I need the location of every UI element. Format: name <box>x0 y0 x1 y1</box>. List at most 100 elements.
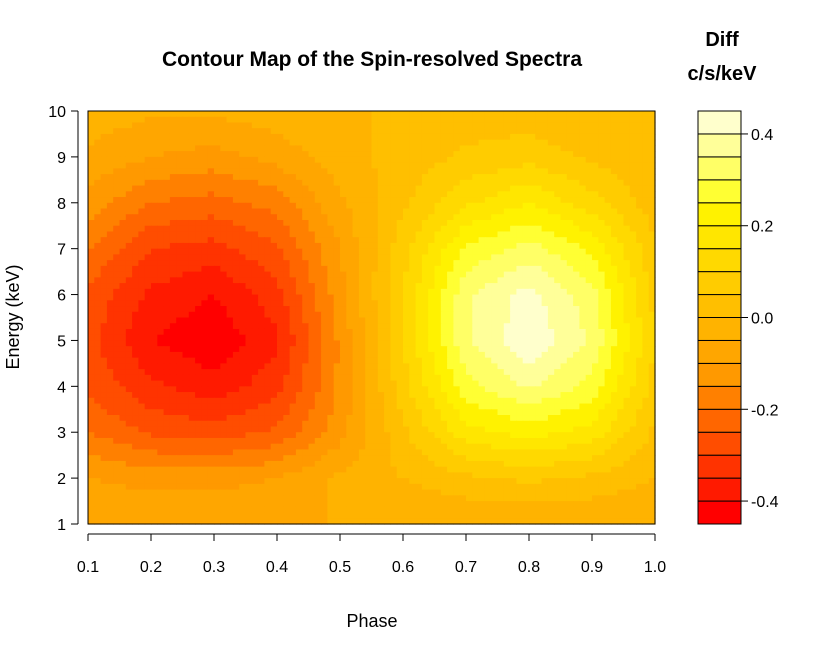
contour-cell <box>610 225 618 233</box>
contour-cell <box>119 386 127 393</box>
contour-cell <box>88 415 95 422</box>
contour-cell <box>239 111 247 118</box>
contour-cell <box>629 174 637 181</box>
contour-cell <box>529 380 536 387</box>
contour-cell <box>340 346 347 353</box>
contour-cell <box>346 317 354 324</box>
contour-cell <box>245 288 253 296</box>
contour-cell <box>151 300 158 307</box>
contour-cell <box>321 426 328 433</box>
contour-cell <box>258 242 265 250</box>
contour-cell <box>384 133 391 141</box>
contour-cell <box>277 363 284 370</box>
contour-cell <box>201 380 209 387</box>
contour-cell <box>163 191 171 198</box>
contour-cell <box>333 197 341 204</box>
contour-cell <box>352 288 360 296</box>
contour-cell <box>188 311 196 319</box>
contour-cell <box>522 328 530 336</box>
contour-cell <box>352 420 360 428</box>
contour-cell <box>579 237 587 244</box>
contour-cell <box>157 300 165 307</box>
contour-cell <box>308 409 316 416</box>
contour-cell <box>585 225 593 233</box>
contour-cell <box>100 403 108 410</box>
contour-cell <box>648 231 656 238</box>
contour-cell <box>390 197 398 204</box>
contour-cell <box>522 248 530 256</box>
contour-cell <box>195 214 202 221</box>
contour-cell <box>119 426 127 433</box>
contour-cell <box>308 357 316 364</box>
contour-cell <box>484 346 492 353</box>
contour-cell <box>566 162 574 169</box>
contour-cell <box>182 300 190 307</box>
contour-cell <box>497 139 505 147</box>
contour-cell <box>371 311 379 319</box>
contour-cell <box>384 265 391 273</box>
contour-cell <box>472 214 480 221</box>
contour-cell <box>333 225 341 233</box>
contour-cell <box>541 415 549 422</box>
contour-cell <box>113 174 121 181</box>
contour-cell <box>289 260 297 267</box>
contour-cell <box>547 179 555 187</box>
contour-cell <box>163 346 171 353</box>
contour-cell <box>384 231 391 238</box>
contour-cell <box>358 156 366 164</box>
contour-cell <box>541 185 549 192</box>
contour-cell <box>560 185 568 192</box>
contour-cell <box>535 225 543 233</box>
contour-cell <box>636 225 643 233</box>
contour-cell <box>610 277 618 284</box>
contour-cell <box>642 156 650 164</box>
contour-cell <box>390 397 398 405</box>
contour-cell <box>132 409 139 416</box>
contour-cell <box>484 409 492 416</box>
contour-cell <box>384 306 391 313</box>
contour-cell <box>629 374 637 382</box>
contour-cell <box>415 351 423 359</box>
contour-cell <box>88 426 95 433</box>
contour-cell <box>415 237 423 244</box>
contour-cell <box>302 346 310 353</box>
contour-cell <box>258 248 265 256</box>
contour-cell <box>106 409 114 416</box>
contour-cell <box>522 265 530 273</box>
contour-cell <box>358 334 366 342</box>
contour-cell <box>88 351 95 359</box>
contour-cell <box>327 197 335 204</box>
contour-cell <box>421 151 429 158</box>
contour-cell <box>207 122 215 129</box>
contour-cell <box>119 162 127 169</box>
contour-cell <box>648 380 656 387</box>
contour-cell <box>138 254 146 261</box>
contour-cell <box>459 357 467 364</box>
contour-cell <box>579 392 587 399</box>
contour-cell <box>144 162 152 169</box>
contour-cell <box>251 116 259 124</box>
contour-cell <box>390 179 398 187</box>
contour-cell <box>510 174 517 181</box>
contour-cell <box>403 156 410 164</box>
contour-cell <box>352 219 360 227</box>
contour-cell <box>421 346 429 353</box>
contour-cell <box>169 133 177 141</box>
contour-cell <box>396 248 404 256</box>
contour-cell <box>403 397 410 405</box>
contour-cell <box>346 409 354 416</box>
contour-cell <box>604 288 612 296</box>
contour-cell <box>440 271 448 278</box>
contour-cell <box>346 397 354 405</box>
contour-cell <box>434 219 442 227</box>
contour-cell <box>226 197 234 204</box>
contour-cell <box>138 208 146 215</box>
contour-cell <box>503 374 511 382</box>
contour-cell <box>327 323 335 330</box>
contour-cell <box>182 374 190 382</box>
contour-cell <box>144 397 152 405</box>
contour-cell <box>144 208 152 215</box>
contour-cell <box>151 328 158 336</box>
contour-cell <box>409 122 417 129</box>
contour-cell <box>245 202 253 210</box>
